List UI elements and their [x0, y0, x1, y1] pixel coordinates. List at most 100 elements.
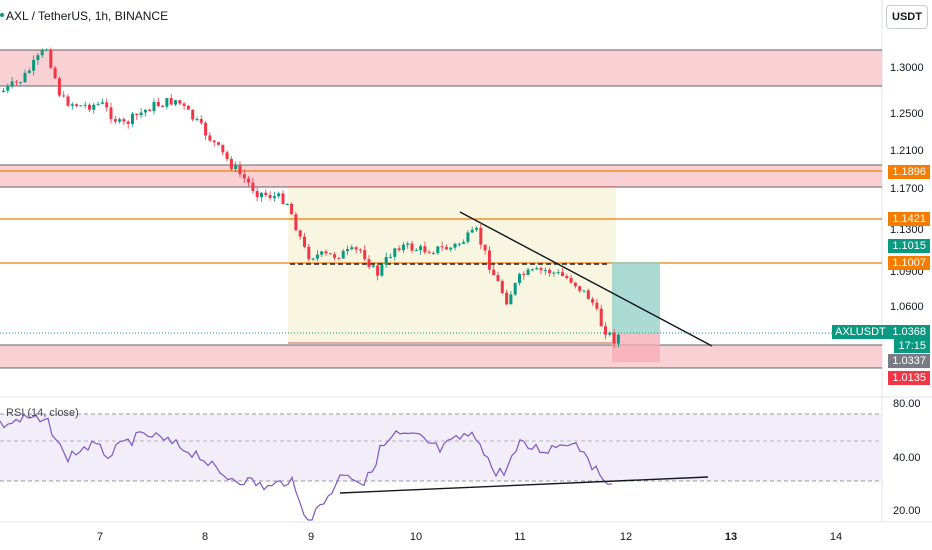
- candle-body: [578, 286, 582, 291]
- candle-body: [466, 232, 470, 242]
- candle-body: [470, 229, 474, 233]
- candle-body: [88, 104, 91, 110]
- currency-button[interactable]: USDT: [886, 5, 928, 29]
- candle-body: [191, 109, 195, 120]
- candle-body: [505, 292, 509, 305]
- candle-body: [122, 119, 126, 122]
- candle-body: [492, 269, 496, 276]
- candle-body: [535, 268, 539, 270]
- candle-body: [311, 258, 315, 260]
- candle-body: [10, 81, 14, 86]
- candle-body: [27, 70, 31, 73]
- candle-body: [195, 119, 199, 121]
- candle-body: [436, 246, 440, 254]
- candle-body: [530, 269, 534, 271]
- time-tick: 10: [410, 531, 422, 543]
- candle-body: [14, 81, 18, 83]
- candle-body: [45, 49, 48, 51]
- candle-body: [281, 193, 285, 204]
- candle-body: [234, 165, 238, 169]
- candle-body: [126, 121, 130, 124]
- candle-body: [186, 105, 190, 110]
- price-tag-last: 1.0368: [888, 325, 930, 339]
- price-tick: 1.3000: [890, 62, 924, 74]
- candle-body: [608, 332, 612, 335]
- candle-body: [539, 268, 543, 271]
- candle-body: [475, 227, 478, 230]
- candle-body: [384, 257, 388, 265]
- candle-body: [303, 236, 306, 247]
- candle-body: [354, 247, 358, 250]
- candle-body: [397, 248, 401, 251]
- candle-body: [556, 272, 560, 274]
- candle-body: [174, 100, 177, 105]
- candle-body: [487, 250, 491, 270]
- candle-body: [148, 109, 152, 112]
- candle-body: [242, 174, 246, 179]
- candle-body: [333, 254, 337, 258]
- candle-body: [449, 247, 453, 250]
- candle-body: [113, 119, 117, 122]
- candle-body: [552, 272, 556, 274]
- candle-body: [393, 248, 397, 257]
- price-tick: 1.2100: [890, 145, 924, 157]
- candle-body: [79, 105, 83, 107]
- candle-body: [376, 265, 380, 276]
- candle-body: [479, 227, 483, 245]
- range-box[interactable]: [288, 187, 616, 343]
- candle-body: [509, 294, 513, 305]
- demand-zone[interactable]: [0, 345, 882, 368]
- supply-zone-mid[interactable]: [0, 165, 882, 187]
- candle-body: [616, 334, 620, 344]
- price-tag-1007: 1.1007: [888, 256, 930, 270]
- candle-body: [414, 250, 418, 252]
- candle-body: [247, 178, 251, 183]
- candle-body: [595, 302, 599, 309]
- candle-body: [2, 90, 5, 92]
- supply-zone-top[interactable]: [0, 50, 882, 86]
- candle-body: [32, 60, 36, 71]
- candle-body: [212, 140, 216, 143]
- candle-body: [346, 249, 349, 251]
- rsi-line: [0, 413, 613, 521]
- time-tick: 7: [97, 531, 103, 543]
- candle-body: [389, 256, 392, 258]
- rsi-indicator-label[interactable]: RSI (14, close): [6, 407, 79, 419]
- candle-body: [238, 165, 242, 175]
- candle-body: [586, 290, 590, 300]
- candle-body: [225, 152, 229, 159]
- candle-body: [294, 214, 298, 231]
- candle-body: [75, 104, 79, 107]
- long-position-target[interactable]: [612, 262, 660, 334]
- long-position-stop[interactable]: [612, 334, 660, 362]
- candle-body: [526, 269, 530, 275]
- candle-body: [337, 257, 341, 259]
- candle-body: [548, 269, 552, 273]
- rsi-band: [0, 414, 882, 481]
- rsi-tick: 20.00: [893, 505, 921, 517]
- time-tick: 11: [514, 531, 525, 543]
- rsi-trendline[interactable]: [339, 476, 709, 494]
- candle-body: [152, 101, 156, 112]
- candle-body: [156, 101, 160, 106]
- symbol-title[interactable]: AXL / TetherUS, 1h, BINANCE: [6, 9, 169, 23]
- candle-body: [582, 290, 586, 292]
- candle-body: [380, 264, 384, 276]
- candle-body: [406, 243, 410, 245]
- rsi-tick: 80.00: [893, 398, 921, 410]
- candle-body: [561, 272, 564, 277]
- candle-body: [320, 251, 324, 255]
- candle-body: [367, 259, 371, 267]
- countdown-tag: 17:15: [894, 339, 930, 353]
- candle-body: [423, 246, 427, 253]
- candle-body: [298, 230, 302, 237]
- candle-body: [40, 50, 44, 56]
- candle-body: [49, 49, 53, 68]
- candle-body: [591, 299, 595, 303]
- candle-body: [612, 332, 616, 344]
- trendline[interactable]: [459, 211, 713, 347]
- candle-body: [358, 249, 362, 251]
- candle-body: [500, 281, 504, 293]
- price-tag-1896: 1.1896: [888, 165, 930, 179]
